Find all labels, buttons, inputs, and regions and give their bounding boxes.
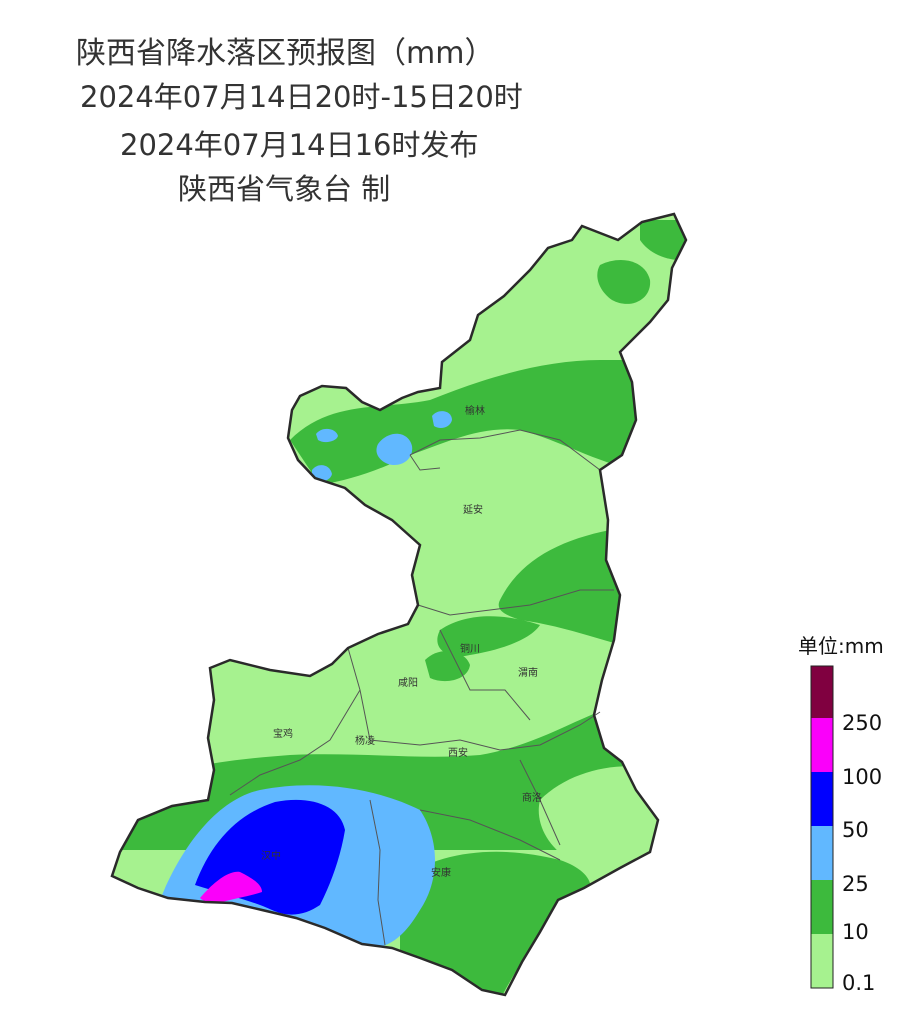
legend-title: 单位:mm <box>798 634 884 658</box>
prefecture-boundaries <box>229 429 614 946</box>
rain-25-patch-nw3 <box>316 428 338 443</box>
city-label-baoji: 宝鸡 <box>273 727 293 740</box>
city-label-ankang: 安康 <box>431 866 451 879</box>
city-label-yulin: 榆林 <box>465 404 485 417</box>
issuer: 陕西省气象台 制 <box>178 172 391 206</box>
rain-10-band-east <box>498 530 640 650</box>
map-title: 陕西省降水落区预报图（mm） <box>76 36 495 71</box>
rain-10-patch-top <box>640 220 686 261</box>
city-label-xian: 西安 <box>448 746 468 759</box>
rain-10-band-tongchuan <box>437 616 540 657</box>
issue-time: 2024年07月14日16时发布 <box>120 128 479 162</box>
rain-10-band-ankang <box>400 851 591 995</box>
city-label-hanzhong: 汉中 <box>261 849 281 862</box>
city-label-weinan: 渭南 <box>518 666 538 679</box>
rain-100-hanzhong <box>200 871 262 903</box>
forecast-period: 2024年07月14日20时-15日20时 <box>80 80 523 114</box>
city-label-shangluo: 商洛 <box>522 791 542 804</box>
city-label-yanan: 延安 <box>463 503 483 516</box>
city-label-yangling: 杨凌 <box>355 734 375 747</box>
rain-10-patch-tc2 <box>425 650 470 682</box>
city-label-xianyang: 咸阳 <box>398 677 418 689</box>
rain-25-patch-nw1 <box>376 433 413 466</box>
city-label-tongchuan: 铜川 <box>460 643 480 655</box>
rain-10-patch-ne <box>597 260 651 304</box>
rain-25-patch-nw2 <box>432 411 452 428</box>
